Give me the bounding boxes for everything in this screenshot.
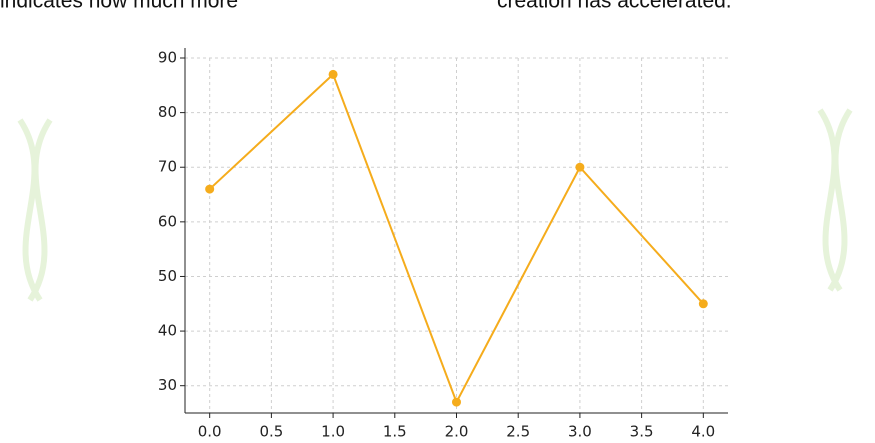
y-tick-label: 30	[158, 376, 177, 394]
x-tick-label: 0.0	[198, 423, 222, 441]
y-tick-label: 70	[158, 158, 177, 176]
point	[575, 162, 585, 172]
x-tick-label: 1.0	[321, 423, 345, 441]
x-tick-label: 1.5	[383, 423, 407, 441]
y-tick-label: 40	[158, 322, 177, 340]
y-tick-label: 50	[158, 267, 177, 285]
point	[698, 299, 708, 309]
x-tick-label: 2.0	[445, 423, 469, 441]
text-fragment: creation has accelerated.	[497, 0, 732, 13]
x-tick-label: 3.5	[630, 423, 654, 441]
x-tick-label: 3.0	[568, 423, 592, 441]
x-tick-label: 2.5	[506, 423, 530, 441]
point	[452, 397, 461, 407]
y-tick-label: 90	[158, 49, 177, 67]
point	[205, 184, 215, 194]
watermark	[17, 108, 853, 302]
x-tick-label: 0.5	[259, 423, 283, 441]
y-tick-label: 60	[158, 212, 177, 230]
x-tick-label: 4.0	[691, 423, 715, 441]
point	[328, 69, 338, 79]
y-tick-label: 80	[158, 103, 177, 121]
text-fragment: indicates how much more	[0, 0, 238, 13]
